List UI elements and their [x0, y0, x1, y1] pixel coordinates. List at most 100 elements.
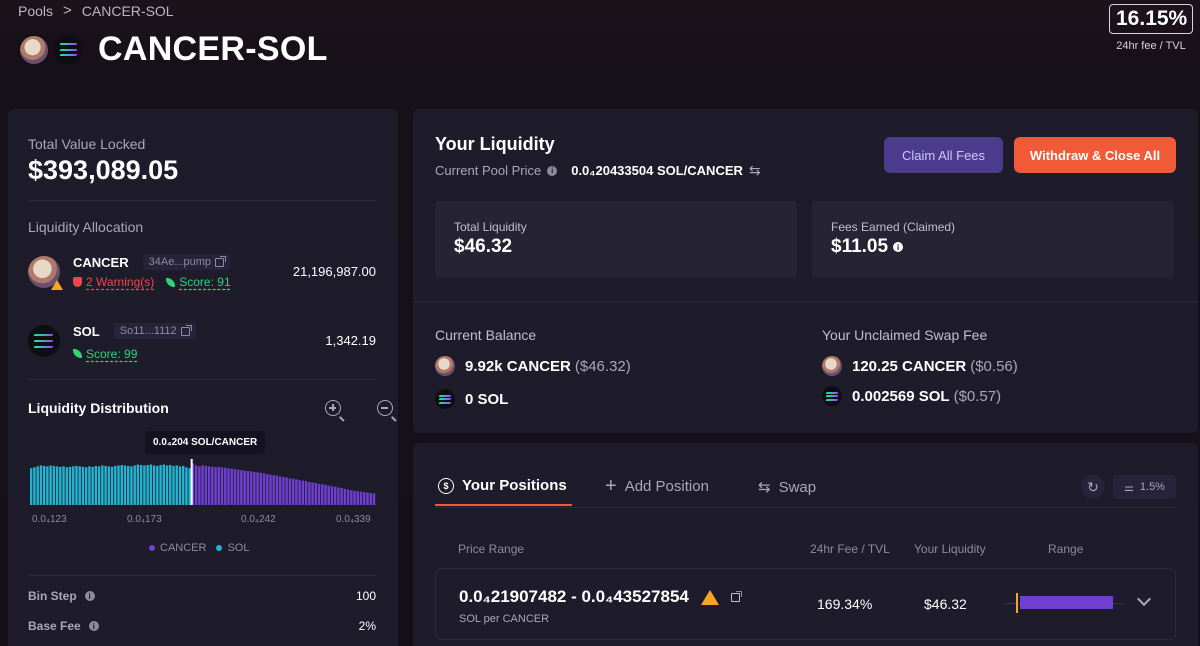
- bin-bar-cancer[interactable]: [243, 470, 246, 506]
- warnings-link[interactable]: 2 Warning(s): [73, 275, 154, 289]
- info-icon[interactable]: i: [84, 591, 95, 601]
- bin-bar-sol[interactable]: [114, 465, 117, 505]
- bin-bar-cancer[interactable]: [262, 473, 266, 505]
- bin-bar-cancer[interactable]: [269, 474, 272, 505]
- bin-bar-cancer[interactable]: [350, 490, 353, 505]
- bin-bar-cancer[interactable]: [230, 468, 233, 505]
- bin-bar-sol[interactable]: [181, 465, 185, 505]
- bin-bar-sol[interactable]: [139, 464, 143, 505]
- bin-bar-cancer[interactable]: [282, 476, 285, 505]
- bin-bar-sol[interactable]: [156, 465, 159, 505]
- bin-bar-cancer[interactable]: [343, 488, 347, 505]
- bin-bar-cancer[interactable]: [308, 482, 311, 505]
- bin-bar-sol[interactable]: [133, 465, 136, 505]
- info-icon[interactable]: i: [893, 242, 904, 252]
- liquidity-distribution-chart[interactable]: [30, 459, 376, 505]
- bin-bar-sol[interactable]: [75, 465, 78, 505]
- info-icon[interactable]: i: [88, 621, 99, 631]
- claim-all-fees-button[interactable]: Claim All Fees: [884, 137, 1003, 173]
- bin-bar-cancer[interactable]: [298, 480, 301, 505]
- tab-your-positions[interactable]: $ Your Positions: [438, 477, 567, 494]
- bin-bar-cancer[interactable]: [198, 466, 201, 505]
- bin-bar-sol[interactable]: [49, 465, 52, 505]
- bin-bar-cancer[interactable]: [249, 471, 253, 505]
- bin-bar-sol[interactable]: [110, 466, 114, 505]
- refresh-icon[interactable]: ↻: [1081, 475, 1105, 499]
- info-icon[interactable]: i: [547, 165, 558, 176]
- bin-bar-sol[interactable]: [59, 466, 62, 505]
- bin-bar-cancer[interactable]: [220, 467, 224, 505]
- bin-bar-cancer[interactable]: [214, 467, 217, 505]
- bin-bar-cancer[interactable]: [256, 472, 259, 505]
- bin-bar-cancer[interactable]: [359, 491, 363, 505]
- withdraw-close-all-button[interactable]: Withdraw & Close All: [1014, 137, 1176, 173]
- bin-bar-cancer[interactable]: [353, 490, 356, 505]
- bin-bar-sol[interactable]: [120, 464, 123, 505]
- bin-bar-cancer[interactable]: [321, 484, 324, 505]
- bin-bar-sol[interactable]: [188, 468, 191, 505]
- bin-bar-cancer[interactable]: [311, 482, 314, 505]
- bin-bar-sol[interactable]: [127, 465, 130, 505]
- bin-bar-cancer[interactable]: [363, 492, 366, 505]
- bin-bar-cancer[interactable]: [240, 470, 243, 505]
- bin-bar-sol[interactable]: [65, 467, 68, 505]
- bin-bar-sol[interactable]: [68, 466, 72, 505]
- bin-bar-sol[interactable]: [165, 465, 169, 505]
- bin-bar-cancer[interactable]: [278, 476, 282, 505]
- bin-bar-cancer[interactable]: [236, 469, 240, 505]
- bin-bar-sol[interactable]: [185, 467, 188, 505]
- bin-bar-sol[interactable]: [62, 466, 65, 505]
- bin-bar-cancer[interactable]: [288, 478, 292, 505]
- bin-bar-cancer[interactable]: [366, 492, 369, 505]
- position-row[interactable]: 0.0₄21907482 - 0.0₄43527854 SOL per CANC…: [435, 568, 1176, 640]
- breadcrumb-pools-link[interactable]: Pools: [18, 2, 54, 19]
- score-link[interactable]: Score: 99: [73, 347, 137, 361]
- bin-bar-sol[interactable]: [104, 465, 107, 505]
- bin-bar-cancer[interactable]: [285, 477, 288, 505]
- token-address-link[interactable]: 34Ae...pump: [142, 254, 230, 270]
- bin-bar-sol[interactable]: [55, 466, 59, 505]
- bin-bar-cancer[interactable]: [333, 486, 337, 505]
- bin-bar-cancer[interactable]: [246, 470, 250, 505]
- bin-bar-cancer[interactable]: [204, 465, 208, 505]
- bin-bar-cancer[interactable]: [217, 466, 220, 505]
- bin-bar-sol[interactable]: [84, 467, 88, 505]
- bin-bar-sol[interactable]: [94, 465, 98, 505]
- bin-bar-cancer[interactable]: [207, 466, 211, 505]
- bin-bar-sol[interactable]: [152, 465, 156, 505]
- bin-bar-cancer[interactable]: [201, 465, 204, 505]
- bin-bar-sol[interactable]: [81, 466, 85, 505]
- bin-bar-sol[interactable]: [78, 466, 81, 505]
- bin-bar-sol[interactable]: [107, 466, 111, 505]
- bin-bar-sol[interactable]: [149, 464, 153, 505]
- bin-bar-cancer[interactable]: [259, 472, 263, 505]
- bin-bar-cancer[interactable]: [340, 487, 343, 505]
- chevron-down-icon[interactable]: [1136, 591, 1152, 607]
- bin-bar-sol[interactable]: [169, 464, 172, 505]
- bin-bar-sol[interactable]: [42, 465, 46, 505]
- bin-bar-cancer[interactable]: [356, 491, 360, 505]
- bin-bar-sol[interactable]: [88, 466, 91, 505]
- token-address-link[interactable]: So11...1112: [113, 323, 196, 339]
- bin-bar-cancer[interactable]: [314, 482, 317, 505]
- bin-bar-sol[interactable]: [52, 465, 56, 505]
- bin-bar-cancer[interactable]: [304, 481, 308, 505]
- bin-bar-sol[interactable]: [36, 466, 39, 505]
- bin-bar-sol[interactable]: [123, 465, 127, 505]
- bin-bar-cancer[interactable]: [330, 486, 334, 505]
- bin-bar-cancer[interactable]: [227, 468, 230, 505]
- bin-bar-cancer[interactable]: [301, 480, 305, 505]
- bin-bar-cancer[interactable]: [275, 475, 279, 505]
- bin-bar-sol[interactable]: [117, 465, 120, 505]
- bin-bar-sol[interactable]: [136, 464, 140, 505]
- bin-bar-sol[interactable]: [143, 465, 146, 505]
- tab-add-position[interactable]: + Add Position: [605, 475, 709, 497]
- score-link[interactable]: Score: 91: [166, 275, 231, 289]
- bin-bar-cancer[interactable]: [295, 479, 298, 505]
- bin-bar-cancer[interactable]: [224, 467, 227, 505]
- bin-bar-sol[interactable]: [97, 466, 101, 505]
- bin-bar-cancer[interactable]: [194, 465, 198, 505]
- bin-bar-cancer[interactable]: [324, 484, 327, 505]
- bin-bar-sol[interactable]: [130, 466, 133, 505]
- bin-bar-sol[interactable]: [39, 465, 43, 505]
